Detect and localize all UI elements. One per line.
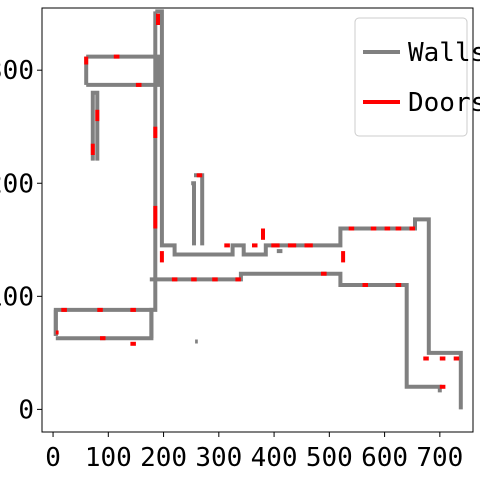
walls-segment xyxy=(191,181,196,246)
axes-frame xyxy=(41,7,474,433)
x-tick-label: 600 xyxy=(361,443,408,473)
y-tick-label: 0 xyxy=(18,395,34,425)
x-tick-label: 400 xyxy=(251,443,298,473)
x-tick-label: 0 xyxy=(45,443,61,473)
x-tick-label: 300 xyxy=(195,443,242,473)
walls-segment xyxy=(149,11,158,339)
y-tick-label: 300 xyxy=(0,56,34,86)
legend: Walls Doors xyxy=(354,17,480,137)
legend-box xyxy=(354,17,468,137)
x-tick-label: 100 xyxy=(85,443,132,473)
x-tick-label: 700 xyxy=(416,443,463,473)
walls-segment xyxy=(86,54,160,87)
walls-segment xyxy=(155,9,463,410)
x-tick-label: 500 xyxy=(306,443,353,473)
y-tick-label: 200 xyxy=(0,169,34,199)
series-doors xyxy=(55,13,460,389)
axes: 0 100 200 300 400 500 600 700 0 100 200 300 xyxy=(0,7,474,473)
legend-label-walls: Walls xyxy=(408,38,480,68)
x-tick-label: 200 xyxy=(140,443,187,473)
walls-segment xyxy=(90,90,100,161)
y-tick-label: 100 xyxy=(0,282,34,312)
legend-label-doors: Doors xyxy=(408,88,480,118)
plot-area xyxy=(53,9,463,410)
